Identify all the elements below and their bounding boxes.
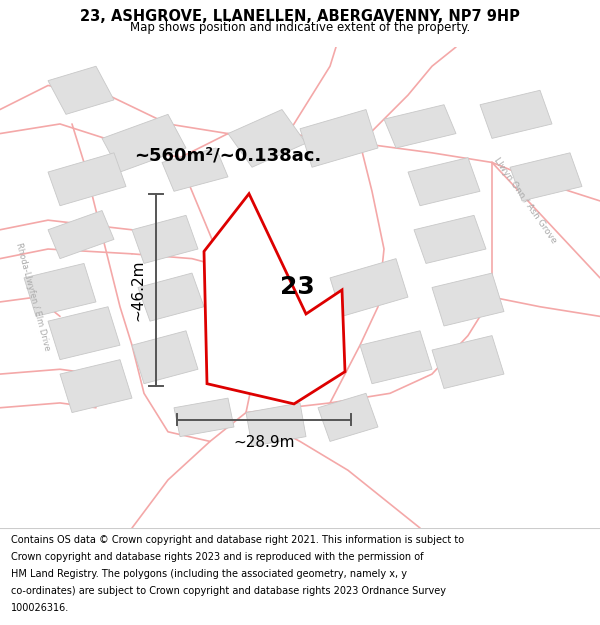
Polygon shape <box>330 259 408 316</box>
Text: HM Land Registry. The polygons (including the associated geometry, namely x, y: HM Land Registry. The polygons (includin… <box>11 569 407 579</box>
Polygon shape <box>60 359 132 413</box>
Polygon shape <box>48 153 126 206</box>
Text: co-ordinates) are subject to Crown copyright and database rights 2023 Ordnance S: co-ordinates) are subject to Crown copyr… <box>11 586 446 596</box>
Polygon shape <box>228 109 306 168</box>
Text: 23: 23 <box>280 276 314 299</box>
Polygon shape <box>480 90 552 138</box>
Polygon shape <box>48 66 114 114</box>
Text: ~560m²/~0.138ac.: ~560m²/~0.138ac. <box>134 146 322 164</box>
Text: Rhoda-Llwyfen / Elm Drive: Rhoda-Llwyfen / Elm Drive <box>14 242 52 352</box>
Polygon shape <box>48 307 120 359</box>
Text: 100026316.: 100026316. <box>11 602 69 612</box>
Text: Crown copyright and database rights 2023 and is reproduced with the permission o: Crown copyright and database rights 2023… <box>11 552 424 562</box>
Polygon shape <box>360 331 432 384</box>
Polygon shape <box>132 331 198 384</box>
Polygon shape <box>102 114 186 172</box>
Polygon shape <box>414 216 486 264</box>
Text: ~46.2m: ~46.2m <box>131 259 146 321</box>
Text: Contains OS data © Crown copyright and database right 2021. This information is : Contains OS data © Crown copyright and d… <box>11 535 464 545</box>
Text: 23, ASHGROVE, LLANELLEN, ABERGAVENNY, NP7 9HP: 23, ASHGROVE, LLANELLEN, ABERGAVENNY, NP… <box>80 9 520 24</box>
Text: Llwyn Onn / Ash Grove: Llwyn Onn / Ash Grove <box>492 156 558 246</box>
Polygon shape <box>510 153 582 201</box>
Polygon shape <box>384 105 456 148</box>
Polygon shape <box>432 273 504 326</box>
Polygon shape <box>432 336 504 389</box>
Text: Map shows position and indicative extent of the property.: Map shows position and indicative extent… <box>130 21 470 34</box>
Text: ~28.9m: ~28.9m <box>233 436 295 451</box>
Polygon shape <box>246 403 306 446</box>
Polygon shape <box>300 109 378 168</box>
Polygon shape <box>204 194 345 404</box>
Polygon shape <box>138 273 204 321</box>
Polygon shape <box>162 148 228 191</box>
Polygon shape <box>408 158 480 206</box>
Polygon shape <box>24 264 96 316</box>
Polygon shape <box>318 393 378 441</box>
Polygon shape <box>174 398 234 437</box>
Polygon shape <box>132 216 198 264</box>
Polygon shape <box>48 211 114 259</box>
